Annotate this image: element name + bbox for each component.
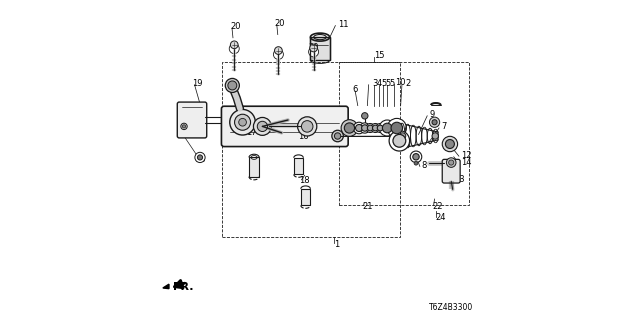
Text: 15: 15: [374, 51, 385, 60]
Circle shape: [442, 136, 458, 152]
Circle shape: [341, 120, 358, 136]
Circle shape: [410, 151, 422, 163]
Circle shape: [371, 124, 380, 132]
Circle shape: [413, 154, 419, 160]
FancyBboxPatch shape: [177, 102, 207, 138]
Circle shape: [379, 120, 396, 136]
Circle shape: [253, 117, 271, 135]
Circle shape: [308, 47, 319, 57]
Circle shape: [372, 125, 378, 131]
Circle shape: [353, 122, 365, 134]
Circle shape: [414, 161, 418, 165]
Text: 22: 22: [433, 202, 443, 211]
Text: 20: 20: [308, 43, 319, 52]
Circle shape: [391, 122, 403, 134]
Text: 10: 10: [395, 78, 405, 87]
Circle shape: [378, 125, 383, 131]
Circle shape: [235, 114, 251, 130]
Circle shape: [197, 155, 202, 160]
Text: 5: 5: [385, 79, 390, 88]
Circle shape: [356, 124, 362, 132]
FancyBboxPatch shape: [442, 159, 460, 183]
Text: 20: 20: [230, 22, 241, 31]
Circle shape: [399, 133, 406, 139]
Text: 20: 20: [275, 19, 285, 28]
Circle shape: [360, 123, 370, 133]
Circle shape: [383, 123, 392, 133]
FancyBboxPatch shape: [221, 106, 348, 147]
Text: 17: 17: [246, 128, 257, 137]
Circle shape: [230, 41, 238, 49]
Circle shape: [432, 120, 437, 125]
Circle shape: [362, 125, 368, 131]
Circle shape: [445, 140, 454, 148]
Text: 9: 9: [429, 110, 435, 119]
Text: 3: 3: [372, 79, 377, 88]
Text: 1: 1: [334, 240, 340, 249]
Bar: [223, 62, 400, 237]
Circle shape: [310, 44, 317, 52]
Text: 2: 2: [405, 79, 410, 88]
Text: 12: 12: [461, 151, 471, 160]
Text: 7: 7: [442, 122, 447, 131]
Text: 24: 24: [436, 213, 446, 222]
Circle shape: [367, 125, 373, 131]
Circle shape: [257, 121, 268, 132]
Circle shape: [182, 125, 186, 128]
Circle shape: [376, 124, 385, 132]
Text: 16: 16: [298, 132, 309, 141]
Circle shape: [332, 130, 344, 142]
Text: 14: 14: [461, 158, 471, 167]
Text: 23: 23: [195, 155, 206, 164]
Bar: [301, 189, 310, 205]
Circle shape: [239, 118, 246, 126]
Text: 21: 21: [363, 202, 373, 211]
Circle shape: [225, 78, 239, 92]
Text: 13: 13: [454, 175, 465, 184]
Polygon shape: [163, 284, 169, 289]
Circle shape: [393, 134, 406, 147]
Text: 8: 8: [422, 161, 427, 170]
Circle shape: [228, 81, 237, 90]
Text: 19: 19: [192, 79, 202, 88]
Circle shape: [301, 121, 313, 132]
Text: T6Z4B3300: T6Z4B3300: [429, 303, 474, 312]
Circle shape: [449, 160, 454, 165]
Circle shape: [344, 123, 355, 133]
Text: FR.: FR.: [173, 282, 193, 292]
Circle shape: [229, 44, 239, 54]
Text: 4: 4: [377, 79, 382, 88]
Circle shape: [366, 124, 375, 132]
Circle shape: [195, 152, 205, 163]
Circle shape: [181, 123, 187, 130]
Circle shape: [432, 133, 438, 139]
Bar: [294, 158, 303, 174]
Circle shape: [298, 117, 317, 136]
Bar: [310, 37, 330, 60]
Text: 11: 11: [338, 20, 348, 28]
Text: 18: 18: [300, 176, 310, 185]
Text: 6: 6: [352, 85, 357, 94]
Text: 5: 5: [389, 79, 394, 88]
Circle shape: [275, 47, 282, 54]
Circle shape: [389, 131, 410, 151]
Bar: [249, 157, 259, 177]
Circle shape: [387, 118, 406, 138]
Circle shape: [447, 158, 456, 167]
Circle shape: [335, 133, 341, 139]
Bar: [339, 62, 468, 205]
Circle shape: [429, 117, 440, 127]
Circle shape: [230, 109, 255, 135]
Circle shape: [273, 49, 284, 60]
Circle shape: [362, 113, 368, 119]
Text: 5: 5: [381, 79, 387, 88]
